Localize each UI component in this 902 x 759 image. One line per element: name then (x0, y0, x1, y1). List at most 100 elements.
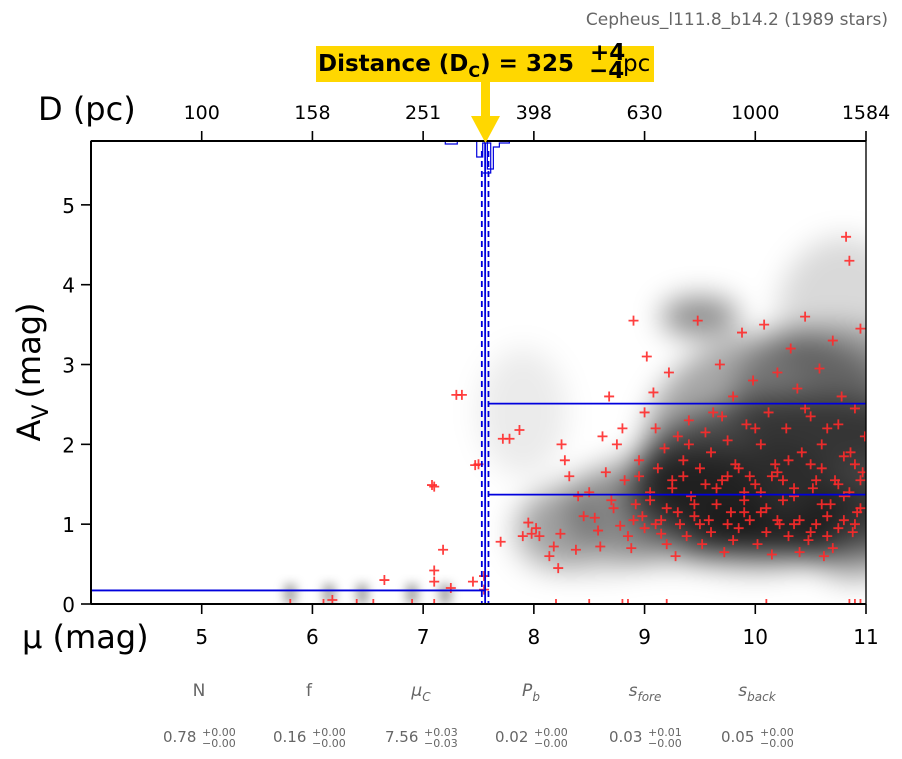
star-marker (766, 471, 777, 482)
star-marker (639, 523, 650, 534)
star-marker (648, 387, 659, 398)
star-marker (634, 455, 645, 466)
star-marker (811, 519, 822, 530)
y-tick-label: 0 (62, 593, 75, 617)
star-marker (783, 531, 794, 542)
distance-sup: +4 (590, 40, 625, 66)
star-marker (703, 515, 714, 526)
top-distance-axis-ticks: 100 158 251 398 630 1000 1584 (184, 102, 890, 141)
star-marker (681, 531, 692, 542)
star-marker (628, 315, 639, 326)
parameter-value: 0.05 (721, 728, 754, 746)
x-axis-ticks: 5 6 7 8 9 10 11 (195, 604, 879, 649)
star-marker (845, 447, 856, 458)
star-marker (504, 433, 515, 444)
star-marker (849, 599, 860, 604)
parameter-lower-error: −0.00 (202, 737, 236, 750)
star-marker (838, 515, 849, 526)
star-marker (615, 520, 626, 531)
star-marker (741, 419, 752, 430)
star-marker (789, 483, 800, 494)
parameter-symbol: s (629, 681, 638, 701)
star-marker (849, 519, 860, 530)
star-marker (825, 499, 836, 510)
x-tick-label: 9 (638, 625, 651, 649)
star-marker (706, 527, 716, 538)
x-tick-label: 6 (306, 625, 319, 649)
parameter-name: μC (410, 681, 431, 704)
star-marker (438, 544, 449, 555)
star-marker (697, 539, 708, 550)
density-layer-foreground (284, 584, 452, 604)
star-marker (626, 543, 637, 554)
star-marker (650, 519, 661, 530)
star-marker (604, 391, 615, 402)
star-marker (584, 487, 595, 498)
distance-arrow-head (471, 116, 500, 143)
star-marker (531, 523, 542, 534)
star-marker (711, 499, 722, 510)
star-marker (719, 547, 730, 558)
parameter-upper-error: +0.00 (760, 726, 794, 739)
star-marker (772, 515, 783, 526)
star-marker (686, 491, 697, 502)
star-marker (728, 391, 739, 402)
parameter-lower-error: −0.00 (312, 737, 346, 750)
star-marker (445, 583, 456, 594)
star-marker (803, 535, 814, 546)
star-marker (794, 547, 805, 558)
parameter-lower-error: −0.00 (648, 737, 682, 750)
star-marker (683, 415, 694, 426)
star-marker (717, 411, 728, 422)
star-marker (763, 407, 774, 418)
y-axis-label-sub: V (29, 405, 54, 420)
parameter-name: f (306, 681, 313, 701)
parameter-value: 0.03 (609, 728, 642, 746)
star-marker (351, 599, 362, 604)
top-tick-label: 1584 (842, 102, 890, 124)
star-marker (827, 543, 838, 554)
star-marker (645, 495, 656, 506)
star-marker (752, 539, 763, 550)
parameter-symbol: f (306, 681, 313, 701)
star-marker (656, 528, 667, 539)
star-marker (739, 495, 750, 506)
x-tick-label: 8 (527, 625, 540, 649)
star-marker (849, 403, 860, 414)
star-marker (634, 471, 645, 482)
top-axis-label: D (pc) (38, 90, 136, 128)
star-marker (683, 439, 694, 450)
star-marker (805, 459, 816, 470)
star-marker (608, 503, 619, 514)
top-tick-label: 1000 (731, 102, 779, 124)
star-marker (711, 483, 722, 494)
star-marker (755, 507, 766, 518)
star-marker (672, 507, 683, 518)
star-marker (733, 463, 744, 474)
distance-label-box (316, 46, 654, 82)
star-marker (606, 495, 617, 506)
distance-annotation: Distance (DC) = 325 +4 −4 pc (316, 40, 654, 143)
star-marker (822, 423, 833, 434)
star-marker (816, 463, 827, 474)
star-marker (379, 575, 390, 586)
star-marker (805, 411, 816, 422)
star-marker (708, 407, 719, 418)
parameter-lower-error: −0.00 (534, 737, 568, 750)
distance-arrow-shaft (481, 80, 490, 118)
parameter-upper-error: +0.01 (648, 726, 682, 739)
star-marker (849, 459, 860, 470)
star-marker (639, 407, 650, 418)
parameter-value: 7.56 (385, 728, 418, 746)
star-markers (285, 231, 866, 604)
star-marker (706, 447, 716, 458)
y-tick-label: 5 (62, 194, 75, 218)
star-marker (761, 503, 772, 514)
star-marker (689, 511, 700, 522)
star-marker (717, 475, 728, 486)
y-axis-ticks: 0 1 2 3 4 5 (62, 194, 91, 617)
chart-title: Cepheus_l111.8_b14.2 (1989 stars) (586, 10, 888, 30)
top-tick-label: 251 (405, 102, 441, 124)
